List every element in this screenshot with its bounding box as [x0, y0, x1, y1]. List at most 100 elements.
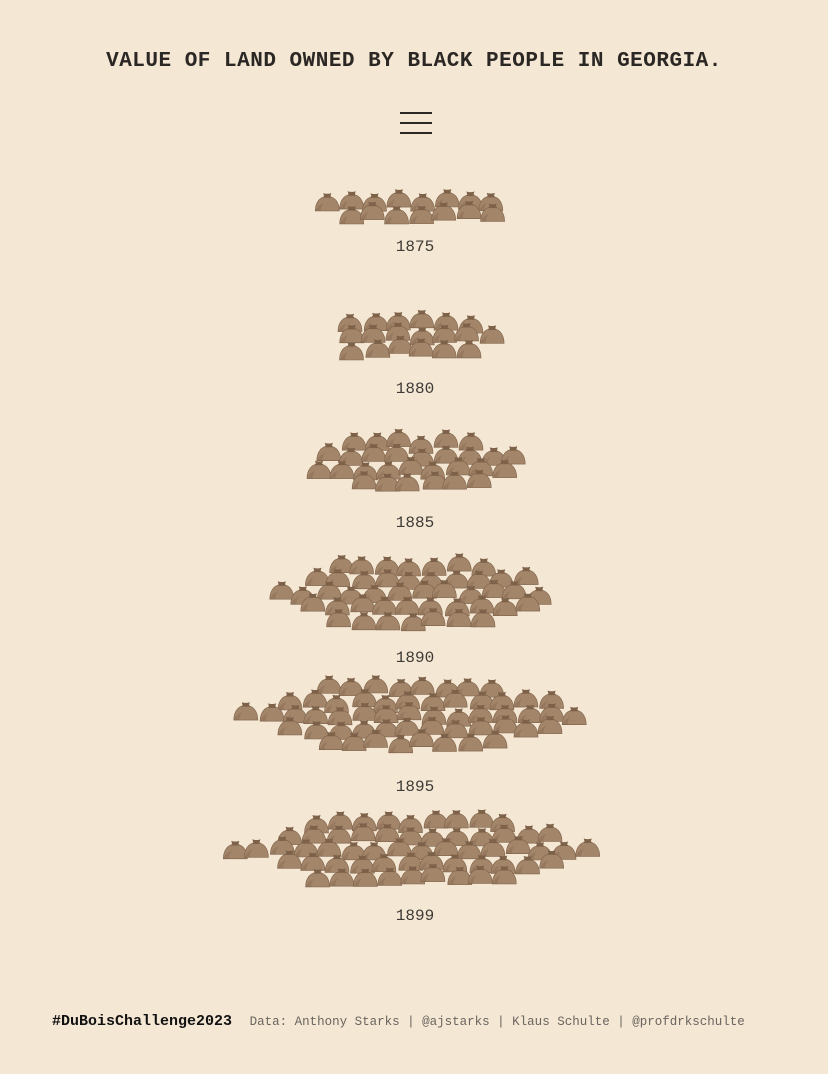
money-bag-icon	[423, 810, 449, 829]
money-bag-icon	[408, 338, 434, 357]
money-bag-icon	[352, 702, 378, 721]
money-bag-icon	[409, 309, 435, 329]
money-bag-icon	[409, 327, 435, 346]
money-bag-icon	[349, 556, 374, 575]
money-bag-icon	[443, 719, 469, 739]
money-bag-icon	[270, 836, 295, 855]
money-bag-icon	[480, 838, 506, 857]
footer: #DuBoisChallenge2023 Data: Anthony Stark…	[52, 1012, 745, 1030]
year-group-1890	[269, 553, 552, 632]
money-bag-icon	[277, 850, 302, 869]
money-bag-icon	[456, 840, 482, 860]
money-bag-icon	[513, 719, 539, 738]
money-bag-icon	[421, 557, 447, 576]
money-bag-icon	[233, 702, 259, 721]
money-bag-icon	[341, 432, 367, 451]
menu-icon-bar	[400, 122, 432, 124]
money-bag-icon	[456, 200, 482, 219]
money-bag-icon	[396, 558, 421, 577]
money-bag-icon	[384, 205, 409, 225]
money-bag-icon	[398, 852, 424, 871]
money-bag-icon	[444, 809, 469, 829]
money-bag-icon	[442, 689, 468, 708]
money-bag-icon	[394, 596, 420, 615]
money-bag-icon	[325, 597, 350, 616]
money-bag-icon	[422, 471, 448, 490]
money-bag-icon	[469, 595, 495, 614]
money-bag-icon	[269, 581, 295, 600]
year-label: 1899	[396, 907, 434, 925]
money-bag-icon	[433, 312, 459, 331]
money-bag-icon	[385, 311, 411, 331]
money-bag-icon	[409, 728, 434, 748]
money-bag-icon	[375, 611, 401, 631]
money-bag-icon	[395, 690, 421, 710]
money-bag-icon	[352, 688, 377, 708]
money-bag-icon	[469, 691, 495, 710]
money-bag-icon	[351, 470, 377, 490]
money-bag-icon	[244, 839, 269, 858]
money-bag-icon	[469, 809, 495, 828]
money-bag-icon	[398, 456, 424, 475]
money-bag-icon	[468, 704, 493, 723]
money-bag-icon	[492, 459, 518, 478]
money-bag-icon	[327, 811, 353, 830]
money-bag-icon	[304, 721, 329, 740]
money-bag-icon	[446, 608, 472, 627]
money-bag-icon	[350, 822, 376, 842]
money-bag-icon	[445, 456, 471, 476]
money-bag-icon	[410, 193, 436, 212]
money-bag-icon	[420, 863, 446, 882]
money-bag-icon	[386, 428, 411, 447]
money-bag-icon	[409, 676, 435, 695]
money-bag-icon	[513, 566, 539, 585]
money-bag-icon	[300, 852, 326, 871]
money-bag-icon	[373, 704, 399, 724]
year-group-1885	[306, 428, 526, 492]
money-bag-icon	[324, 694, 349, 713]
money-bag-icon	[468, 457, 494, 477]
money-bag-icon	[222, 840, 248, 860]
money-bag-icon	[352, 868, 378, 887]
money-bag-icon	[505, 835, 531, 855]
money-bag-icon	[492, 597, 518, 617]
year-label: 1890	[396, 649, 434, 667]
money-bag-icon	[482, 730, 508, 749]
money-bag-icon	[359, 201, 385, 220]
money-bag-icon	[305, 567, 330, 586]
money-bag-icon	[318, 731, 344, 751]
money-bag-icon	[350, 593, 376, 613]
money-bag-icon	[456, 339, 482, 359]
money-bag-icon	[432, 579, 457, 598]
money-bag-icon	[363, 729, 388, 748]
money-bag-icon	[316, 675, 342, 694]
money-bag-icon	[432, 733, 457, 752]
year-group-1895	[233, 675, 587, 754]
money-bag-icon	[479, 325, 505, 344]
money-bag-icon	[316, 838, 342, 857]
money-bag-icon	[491, 824, 517, 843]
money-bag-icon	[329, 460, 355, 479]
money-bag-icon	[384, 443, 409, 462]
money-bag-icon	[446, 553, 472, 572]
money-bag-icon	[471, 558, 497, 577]
money-bag-icon	[398, 827, 423, 846]
money-bag-icon	[501, 580, 527, 600]
year-group-1880	[337, 309, 505, 361]
money-bag-icon	[351, 611, 377, 631]
money-bag-icon	[458, 432, 484, 451]
money-bag-icon	[539, 850, 565, 869]
money-bag-icon	[468, 716, 494, 736]
money-bag-icon	[360, 324, 386, 343]
menu-icon[interactable]	[398, 110, 434, 138]
year-label: 1880	[396, 380, 434, 398]
money-bag-icon	[337, 313, 363, 332]
money-bag-icon	[412, 580, 437, 599]
money-bag-icon	[515, 855, 540, 875]
money-bag-icon	[419, 851, 444, 870]
money-bag-icon	[387, 838, 412, 857]
money-bag-icon	[458, 733, 484, 752]
money-bag-icon	[420, 607, 446, 627]
money-bag-icon	[478, 192, 504, 212]
money-bag-icon	[302, 689, 328, 708]
